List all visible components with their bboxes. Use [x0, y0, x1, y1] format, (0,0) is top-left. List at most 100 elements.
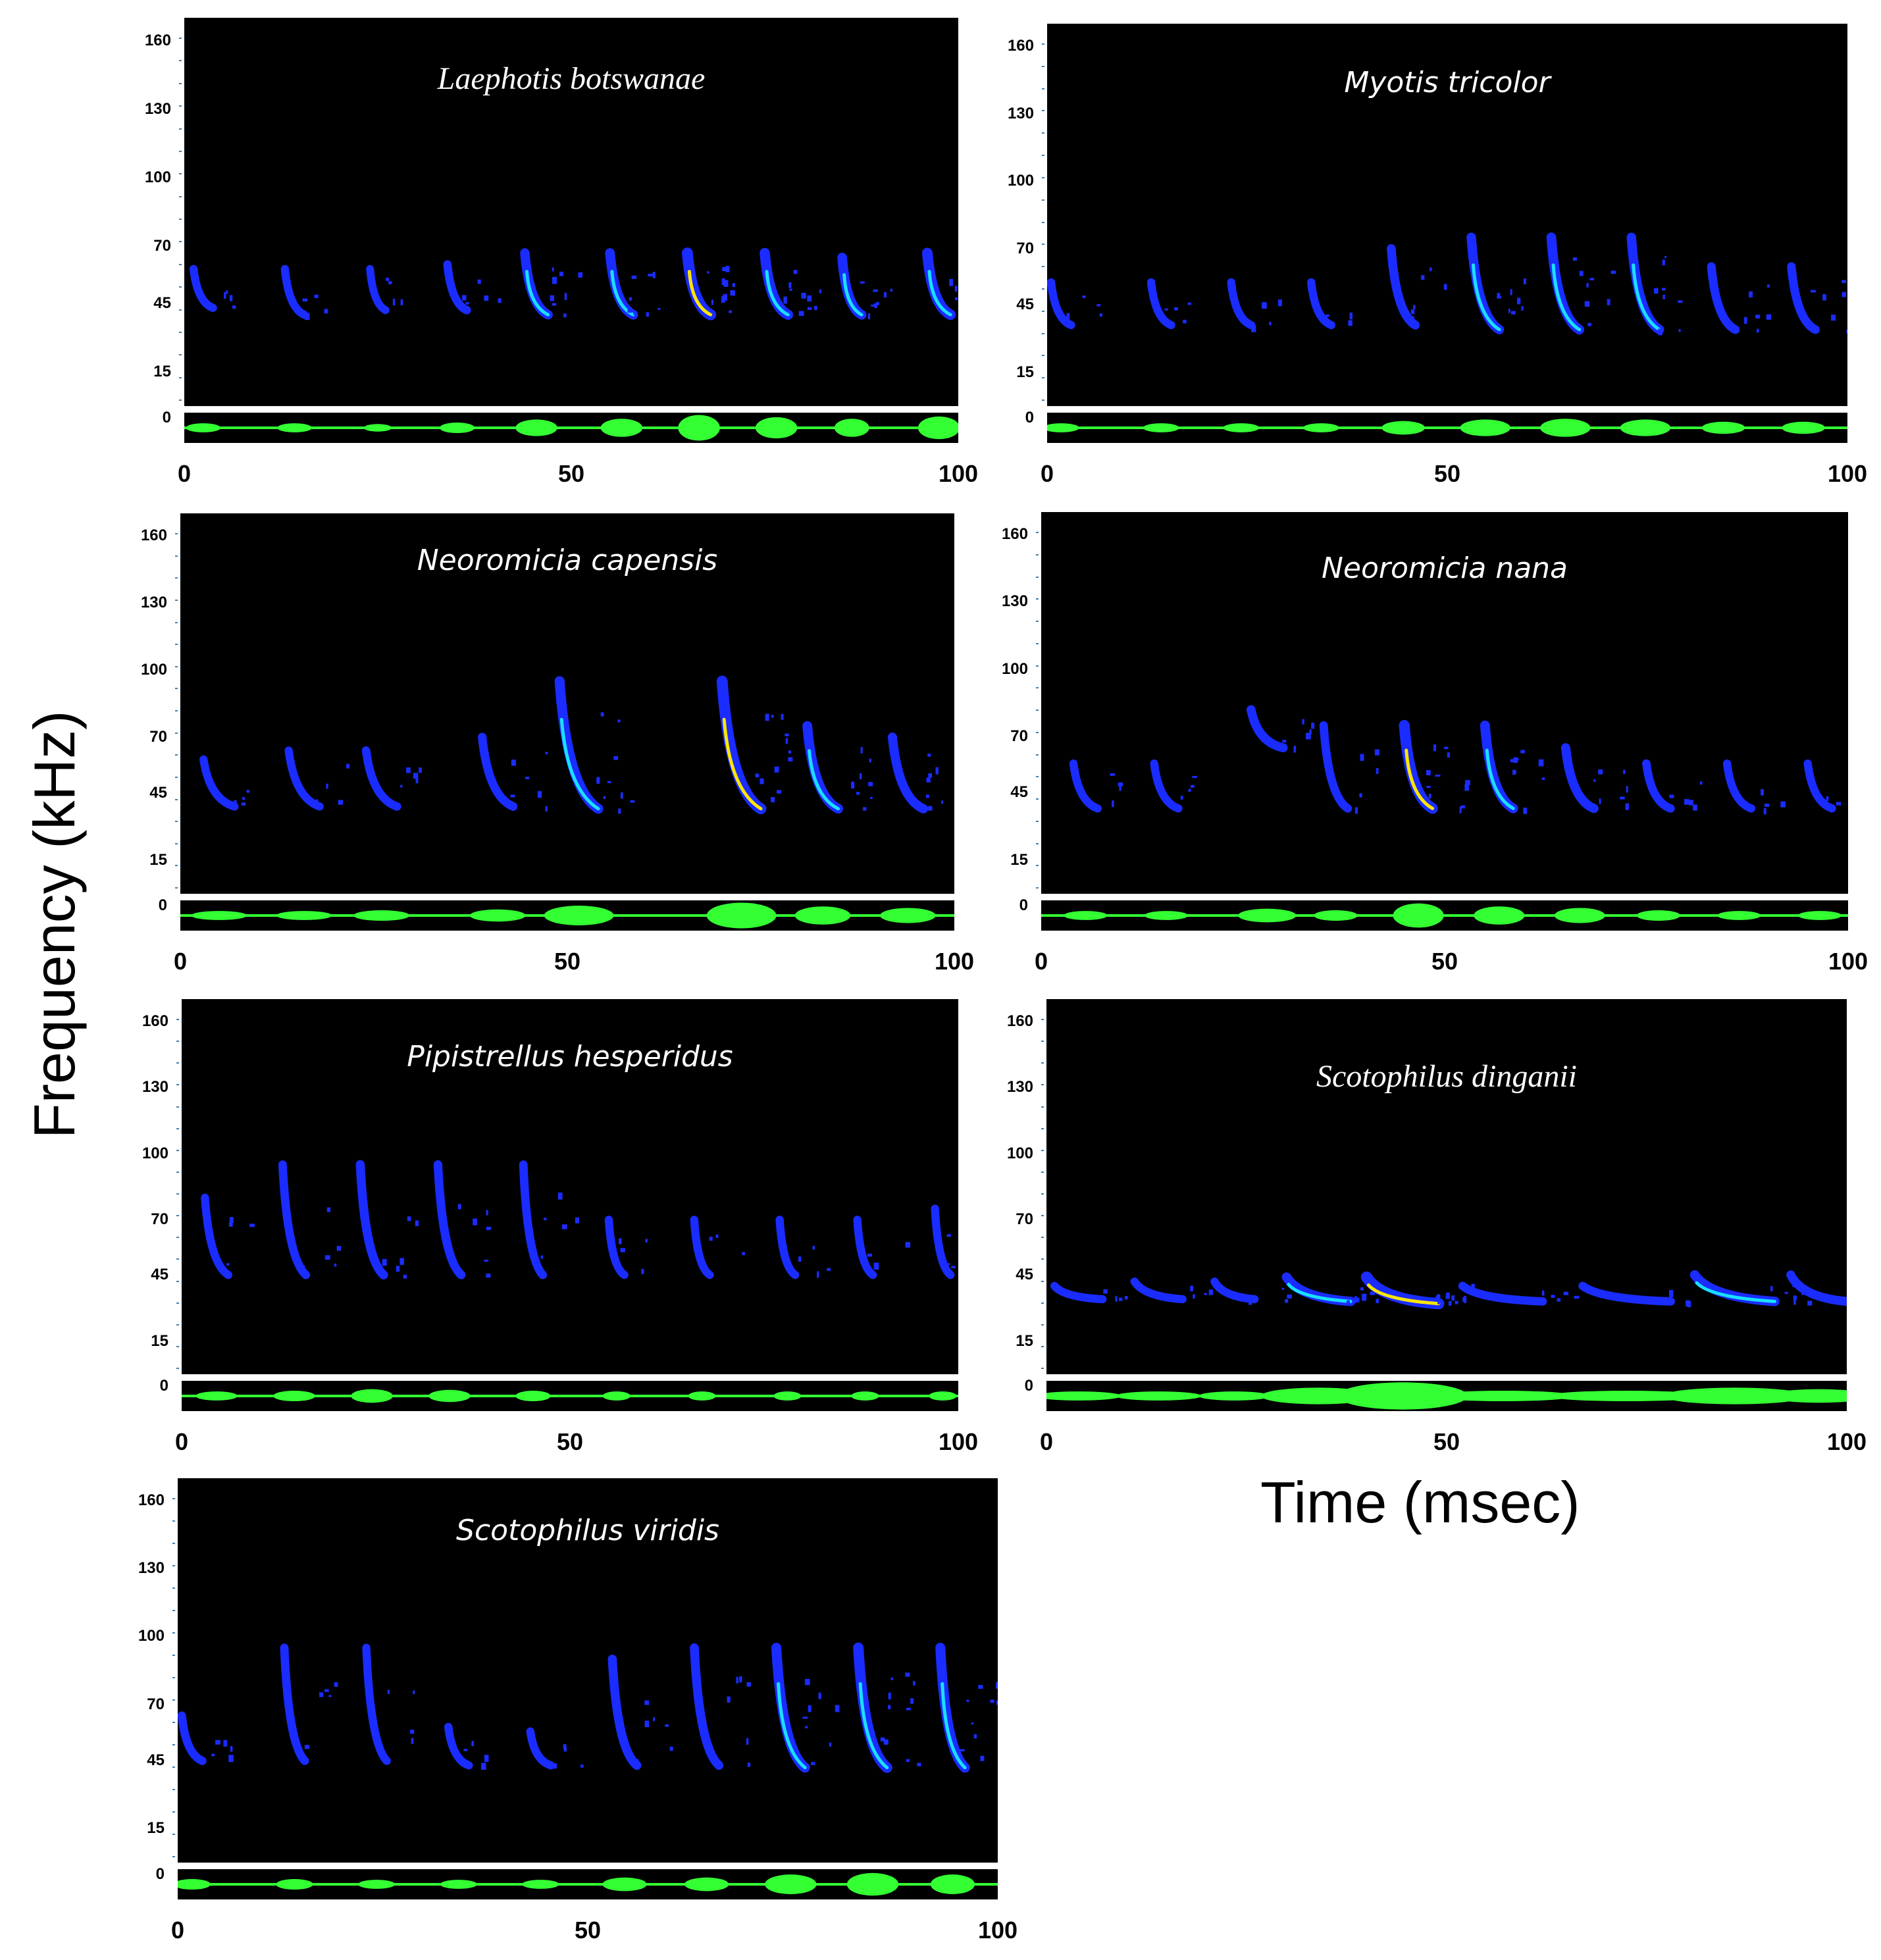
y-tick-label: 45: [1016, 296, 1034, 314]
y-tick-label: 130: [1007, 104, 1034, 122]
spectral-noise: [652, 271, 656, 278]
y-tick-label: 130: [1006, 1078, 1033, 1096]
y-minor-tick: [1042, 110, 1044, 112]
y-minor-tick: [179, 38, 182, 39]
panel-title: Scotophilus dinganii: [1316, 1059, 1577, 1094]
spectral-noise: [223, 1740, 228, 1747]
y-tick-label: 70: [1016, 239, 1034, 257]
spectral-noise: [226, 1263, 230, 1266]
spectral-noise: [644, 1720, 650, 1728]
spectral-noise: [798, 1256, 802, 1262]
spectral-noise: [807, 307, 812, 310]
y-minor-tick: [179, 219, 182, 220]
spectral-noise: [552, 1763, 557, 1769]
spectral-noise: [603, 796, 606, 800]
waveform-pulse: [1717, 911, 1761, 920]
spectral-noise: [653, 1717, 656, 1722]
spectral-noise: [1761, 788, 1764, 796]
waveform-pulse: [602, 1877, 647, 1892]
spectral-noise: [545, 752, 548, 754]
spectral-noise: [1354, 807, 1358, 814]
spectral-noise: [935, 767, 939, 775]
call-sweep: [280, 1643, 309, 1765]
spectral-noise: [1282, 740, 1287, 743]
spectral-noise: [1662, 259, 1665, 266]
spectral-noise: [399, 1258, 404, 1265]
y-minor-tick: [172, 1744, 175, 1745]
call-sweep: [1642, 759, 1675, 813]
spectrogram-svg: [1047, 232, 1847, 336]
spectral-noise: [1620, 796, 1625, 800]
waveform-strip: [173, 1869, 998, 1899]
call-sweep: [1578, 1281, 1675, 1306]
spectral-noise: [1678, 328, 1681, 332]
panel-title: Scotophilus viridis: [456, 1514, 719, 1547]
call-sweep: [1210, 1277, 1259, 1304]
y-tick-label: 45: [147, 1751, 165, 1770]
call-sweep: [444, 1722, 473, 1770]
waveform-pulse: [917, 416, 960, 440]
spectral-noise: [1430, 267, 1432, 272]
spectral-noise: [1285, 1299, 1289, 1303]
spectral-noise: [1376, 767, 1379, 774]
y-tick-label: 0: [162, 409, 171, 426]
spectral-noise: [1251, 324, 1256, 332]
y-minor-tick: [176, 1193, 179, 1195]
call-sweep: [931, 1204, 955, 1279]
spectrogram-plot: Myotis tricolor: [1047, 24, 1847, 406]
call-sweep-core: [808, 749, 840, 811]
spectral-noise: [328, 1695, 332, 1697]
spectral-noise: [510, 794, 515, 798]
call-sweep: [1047, 278, 1075, 330]
spectral-noise: [498, 298, 502, 303]
y-tick-label: 15: [153, 362, 171, 380]
spectral-noise: [880, 1737, 885, 1741]
spectral-noise: [400, 785, 403, 788]
spectral-noise: [645, 1239, 648, 1243]
y-minor-tick: [175, 798, 178, 800]
spectral-noise: [1766, 284, 1770, 288]
y-minor-tick: [1041, 1345, 1044, 1347]
y-tick-label: 130: [138, 1559, 165, 1578]
waveform-pulse: [765, 1874, 817, 1894]
spectral-noise: [725, 265, 730, 272]
y-minor-tick: [176, 1345, 179, 1347]
y-minor-tick: [175, 533, 178, 534]
waveform-svg: [184, 415, 960, 441]
call-sweep: [1227, 278, 1256, 330]
spectral-noise: [669, 1746, 673, 1751]
waveform-pulse: [276, 911, 332, 920]
spectral-noise: [1262, 302, 1267, 309]
waveform-pulse: [678, 415, 720, 441]
y-tick-label: 70: [1010, 727, 1028, 746]
spectral-noise: [641, 1269, 644, 1274]
waveform-pulse: [755, 417, 798, 439]
spectral-noise: [1459, 806, 1462, 813]
y-tick-label: 70: [153, 237, 171, 255]
y-tick-label: 0: [1024, 1377, 1033, 1395]
waveform-pulse: [602, 1391, 631, 1401]
spectral-noise: [835, 1705, 840, 1713]
spectral-noise: [1664, 255, 1666, 259]
y-minor-tick: [179, 195, 182, 197]
spectral-noise: [648, 273, 653, 277]
spectral-noise: [484, 1755, 489, 1763]
waveform-pulse: [1540, 419, 1591, 437]
call-sweep: [690, 1216, 714, 1279]
spectral-noise: [732, 283, 736, 288]
y-minor-tick: [175, 577, 178, 579]
y-tick-label: 45: [151, 1266, 168, 1284]
spectral-noise: [1124, 1296, 1128, 1300]
spectral-noise: [707, 271, 709, 274]
waveform-pulse: [1797, 911, 1842, 920]
waveform-pulse: [440, 1880, 477, 1889]
spectral-noise: [1325, 317, 1328, 321]
spectral-noise: [747, 1763, 751, 1767]
spectral-noise: [319, 1692, 324, 1697]
spectral-noise: [856, 792, 860, 795]
spectral-noise: [1599, 798, 1601, 804]
y-tick-label: 100: [142, 1144, 168, 1162]
spectral-noise: [1311, 723, 1315, 729]
x-tick-label: 100: [1828, 948, 1868, 975]
spectral-noise: [1662, 294, 1665, 299]
